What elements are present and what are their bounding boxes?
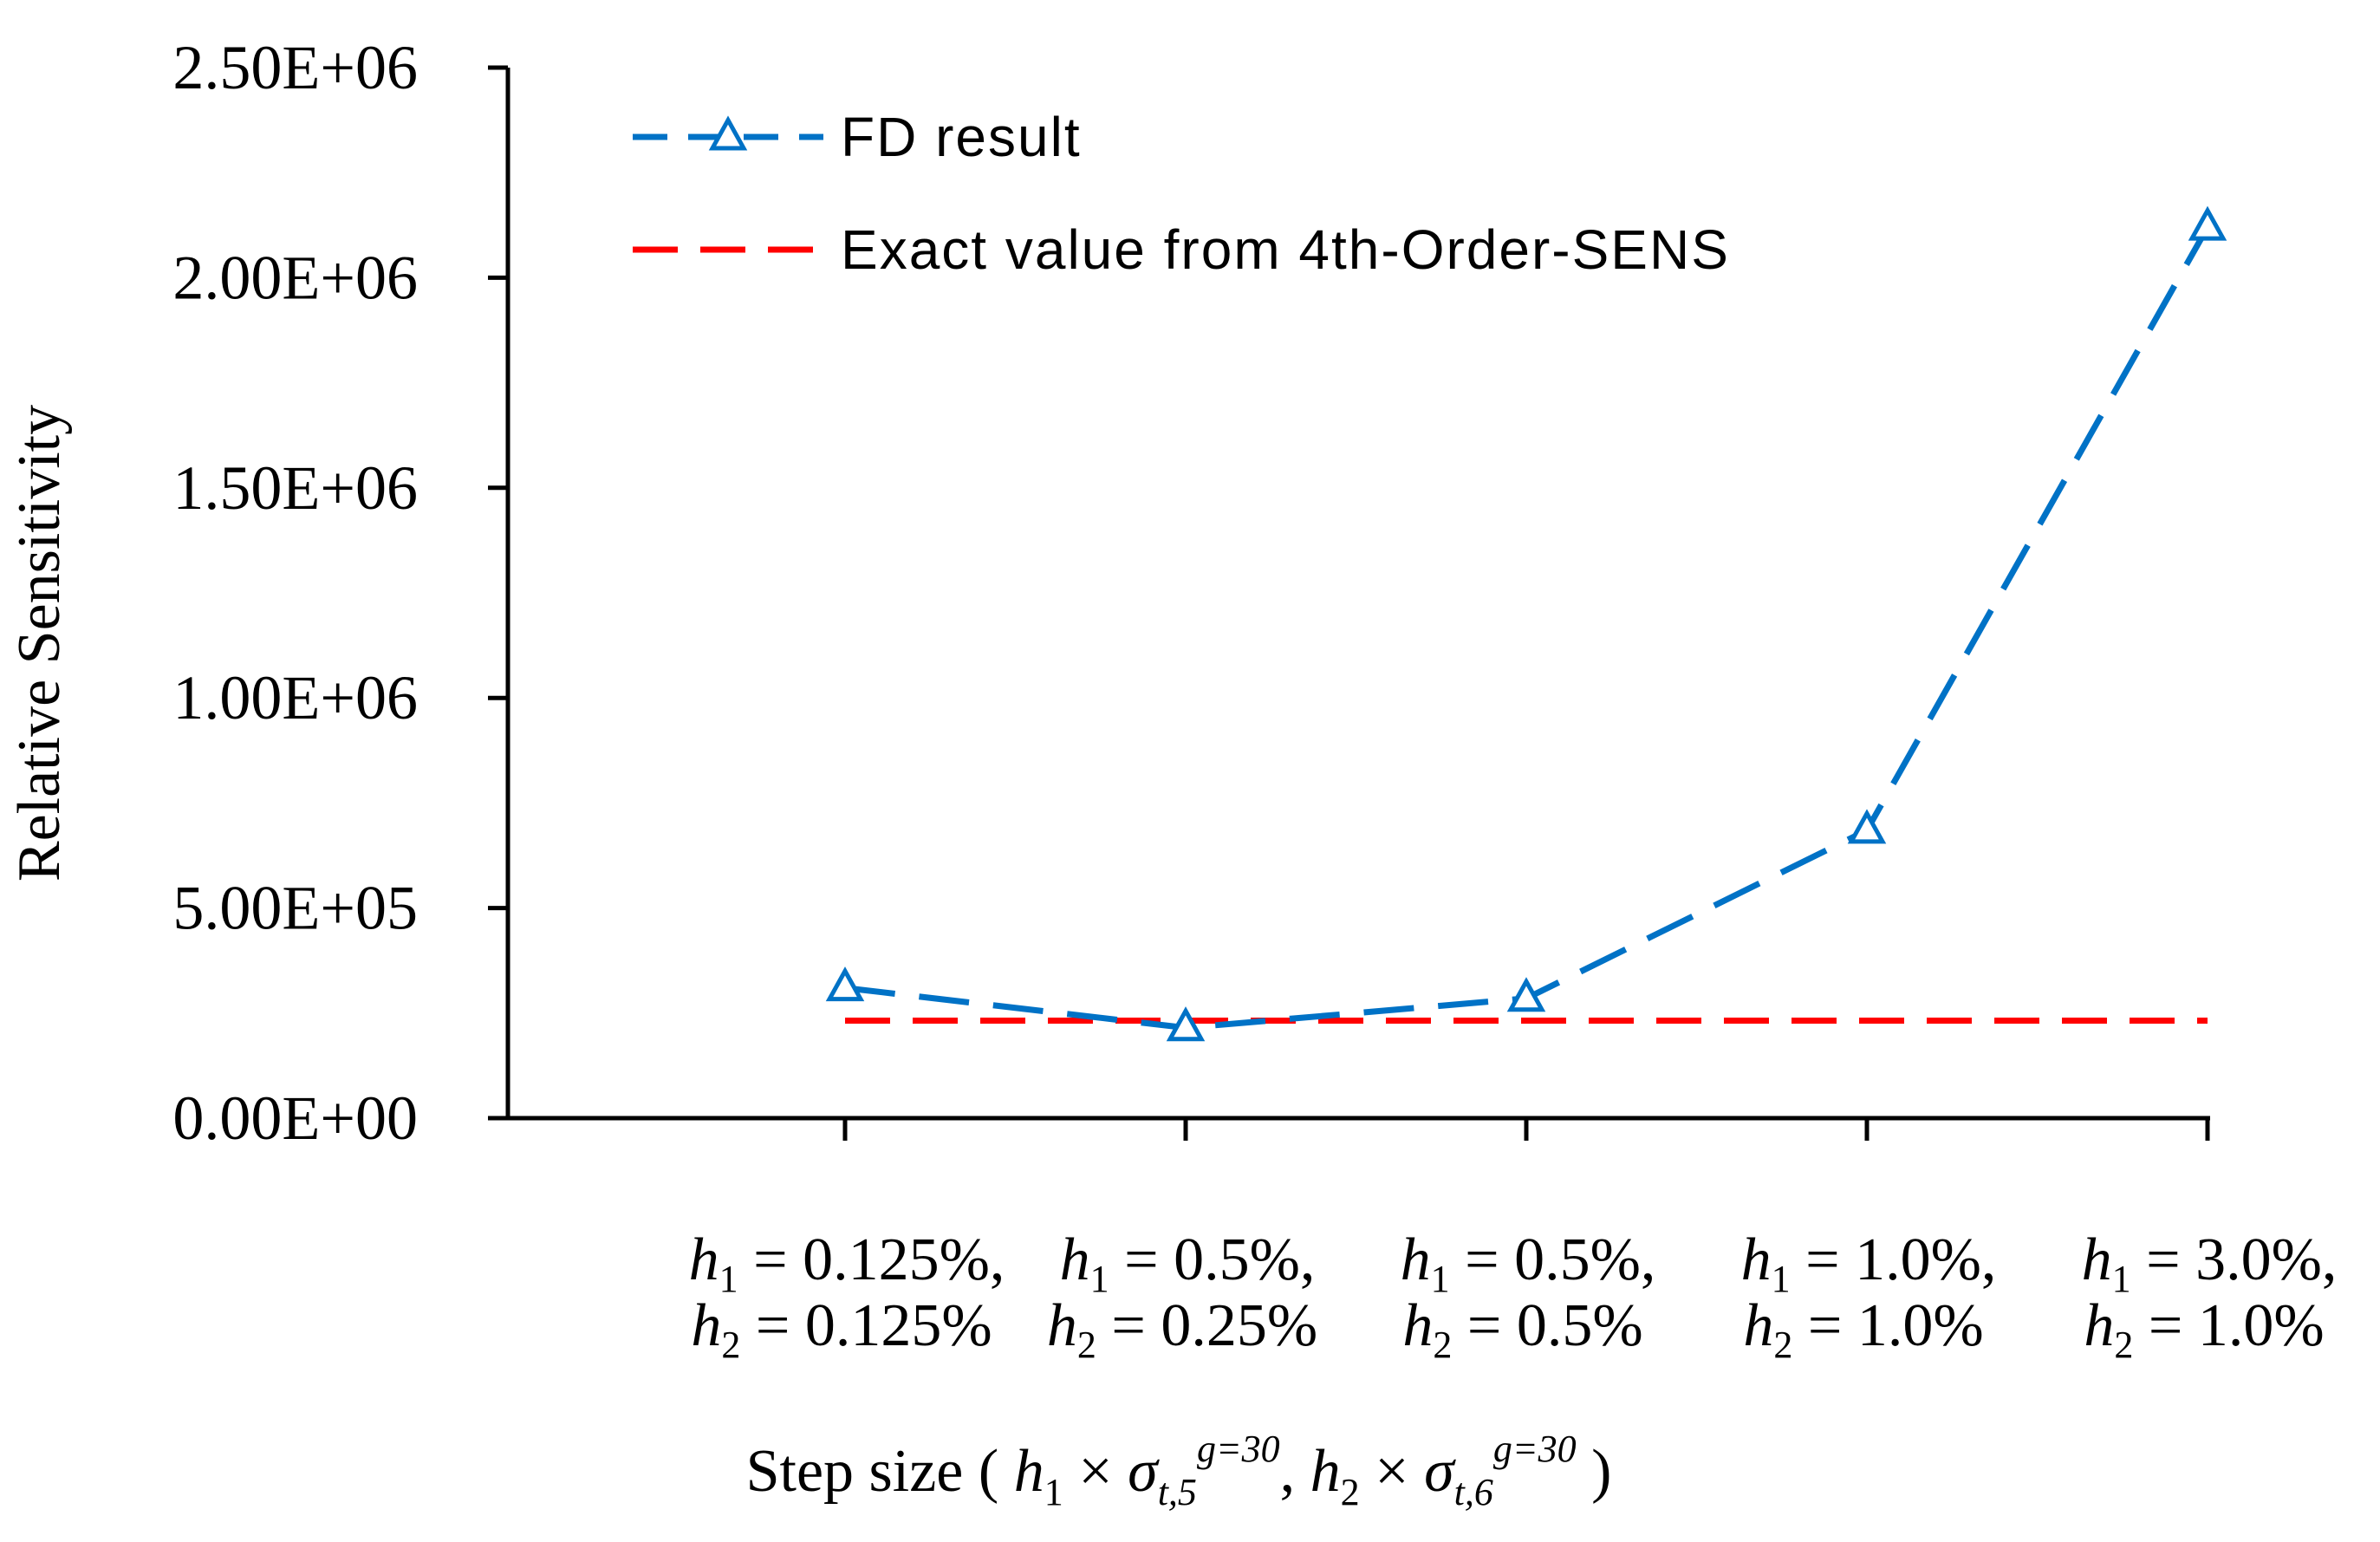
- data-point-marker: [1506, 977, 1546, 1012]
- y-tick-label: 1.00E+06: [172, 663, 418, 732]
- x-category-label: h1 = 0.5%,: [1401, 1226, 1656, 1300]
- y-tick-label: 0.00E+00: [172, 1083, 418, 1153]
- y-tick-label: 2.50E+06: [172, 33, 418, 102]
- x-category-label: h2 = 0.5%: [1402, 1292, 1642, 1366]
- x-category-label: h2 = 1.0%: [1743, 1292, 1983, 1366]
- y-tick-label: 5.00E+05: [172, 874, 418, 943]
- x-axis-label: Step size ( h1 × σt,5g=30, h2 × σt,6g=30…: [746, 1428, 1612, 1513]
- legend: FD result Exact value from 4th-Order-SENS: [633, 106, 1730, 281]
- y-ticks: 0.00E+00 5.00E+05 1.00E+06 1.50E+06 2.00E+06…: [172, 33, 508, 1153]
- y-axis-label: Relative Sensitivity: [6, 405, 73, 882]
- x-category-label: h1 = 1.0%,: [1741, 1226, 1997, 1300]
- series-line: [844, 225, 2211, 1031]
- data-point-marker: [1847, 809, 1887, 844]
- x-category-label: h2 = 0.25%: [1047, 1292, 1317, 1366]
- series-fd-result: [825, 205, 2227, 1042]
- legend-swatch-marker: [708, 115, 748, 151]
- y-tick-label: 1.50E+06: [172, 453, 418, 523]
- x-category-label: h1 = 0.125%,: [689, 1226, 1005, 1300]
- x-category-label: h2 = 1.0%: [2084, 1292, 2324, 1366]
- data-point-marker: [825, 966, 865, 1002]
- data-point-marker: [1166, 1006, 1206, 1042]
- legend-label: Exact value from 4th-Order-SENS: [841, 218, 1730, 281]
- y-tick-label: 2.00E+06: [172, 243, 418, 312]
- axes: [488, 68, 2210, 1121]
- series-layer: [825, 205, 2227, 1042]
- data-point-marker: [2188, 205, 2227, 241]
- x-category-label: h1 = 0.5%,: [1060, 1226, 1316, 1300]
- x-category-label: h1 = 3.0%,: [2082, 1226, 2338, 1300]
- x-category-label: h2 = 0.125%: [691, 1292, 992, 1366]
- legend-label: FD result: [841, 106, 1082, 168]
- x-ticks: h1 = 0.125%,h2 = 0.125%h1 = 0.5%,h2 = 0.…: [689, 1118, 2338, 1366]
